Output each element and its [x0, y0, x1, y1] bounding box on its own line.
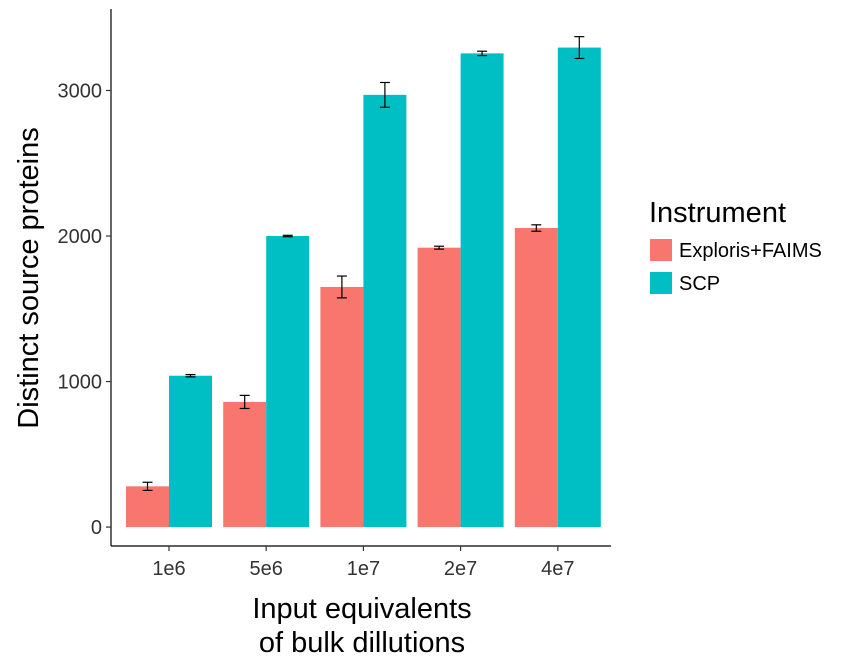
error-bar-scp-1e6: [185, 373, 196, 378]
bar-scp-1e7: [363, 94, 407, 528]
x-tick-label-1e6: 1e6: [152, 558, 185, 580]
x-axis-title-line-2: of bulk dillutions: [259, 627, 465, 659]
bar-exploris-faims-1e7: [320, 286, 364, 528]
error-bar-exploris-faims-5e6: [239, 394, 250, 410]
y-tick-label: 1000: [58, 372, 103, 394]
bar-scp-1e6: [169, 375, 212, 528]
y-tick-label: 2000: [58, 226, 103, 248]
error-bar-scp-4e7: [574, 36, 585, 60]
error-bar-exploris-faims-4e7: [531, 224, 542, 232]
error-bar-scp-1e7: [379, 81, 390, 108]
y-tick-label: 3000: [58, 80, 103, 102]
error-bar-scp-2e7: [477, 50, 488, 57]
x-tick-label-2e7: 2e7: [444, 558, 477, 580]
x-tick-label-4e7: 4e7: [541, 558, 574, 580]
legend-swatch-exploris-faims: [650, 239, 672, 261]
legend-title: Instrument: [649, 197, 786, 229]
bar-exploris-faims-1e6: [126, 486, 169, 528]
plot-area: [126, 36, 601, 528]
y-tick-label: 0: [91, 517, 102, 539]
legend-swatch-scp: [650, 272, 672, 294]
error-bar-exploris-faims-2e7: [434, 245, 445, 250]
bar-scp-5e6: [266, 236, 310, 528]
bar-exploris-faims-5e6: [223, 401, 267, 528]
error-bar-exploris-faims-1e7: [336, 275, 347, 299]
x-tick-label-1e7: 1e7: [347, 558, 380, 580]
axes: 0 1000 2000 3000 1e6 5e6 1e7 2e7 4e7: [58, 80, 575, 580]
x-tick-label-5e6: 5e6: [250, 558, 283, 580]
error-bar-exploris-faims-1e6: [142, 481, 153, 492]
x-axis-title-line-1: Input equivalents: [252, 593, 471, 625]
error-bar-scp-5e6: [282, 234, 293, 238]
bar-exploris-faims-2e7: [417, 247, 461, 528]
bar-scp-2e7: [460, 53, 504, 528]
legend: Instrument Exploris+FAIMS SCP: [649, 197, 822, 295]
bar-scp-4e7: [557, 47, 601, 528]
legend-label-exploris-faims: Exploris+FAIMS: [679, 240, 822, 262]
bar-exploris-faims-4e7: [514, 228, 558, 528]
y-axis-title: Distinct source proteins: [13, 127, 45, 428]
legend-label-scp: SCP: [679, 273, 720, 295]
